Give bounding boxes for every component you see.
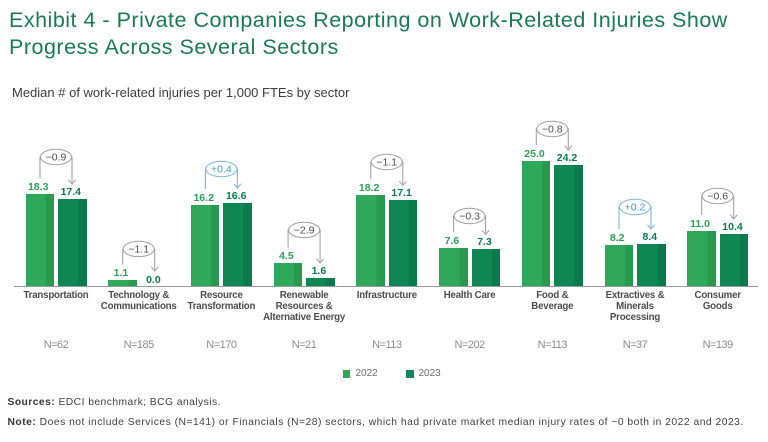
svg-text:+0.4: +0.4 bbox=[211, 164, 232, 176]
svg-text:−0.8: −0.8 bbox=[542, 124, 563, 136]
svg-text:−1.1: −1.1 bbox=[376, 157, 397, 169]
svg-text:−0.3: −0.3 bbox=[459, 211, 480, 223]
svg-text:+0.2: +0.2 bbox=[625, 202, 646, 214]
svg-text:−0.9: −0.9 bbox=[46, 152, 67, 164]
svg-text:−1.1: −1.1 bbox=[128, 244, 149, 256]
svg-text:−2.9: −2.9 bbox=[294, 225, 315, 237]
svg-text:−0.6: −0.6 bbox=[707, 191, 728, 203]
